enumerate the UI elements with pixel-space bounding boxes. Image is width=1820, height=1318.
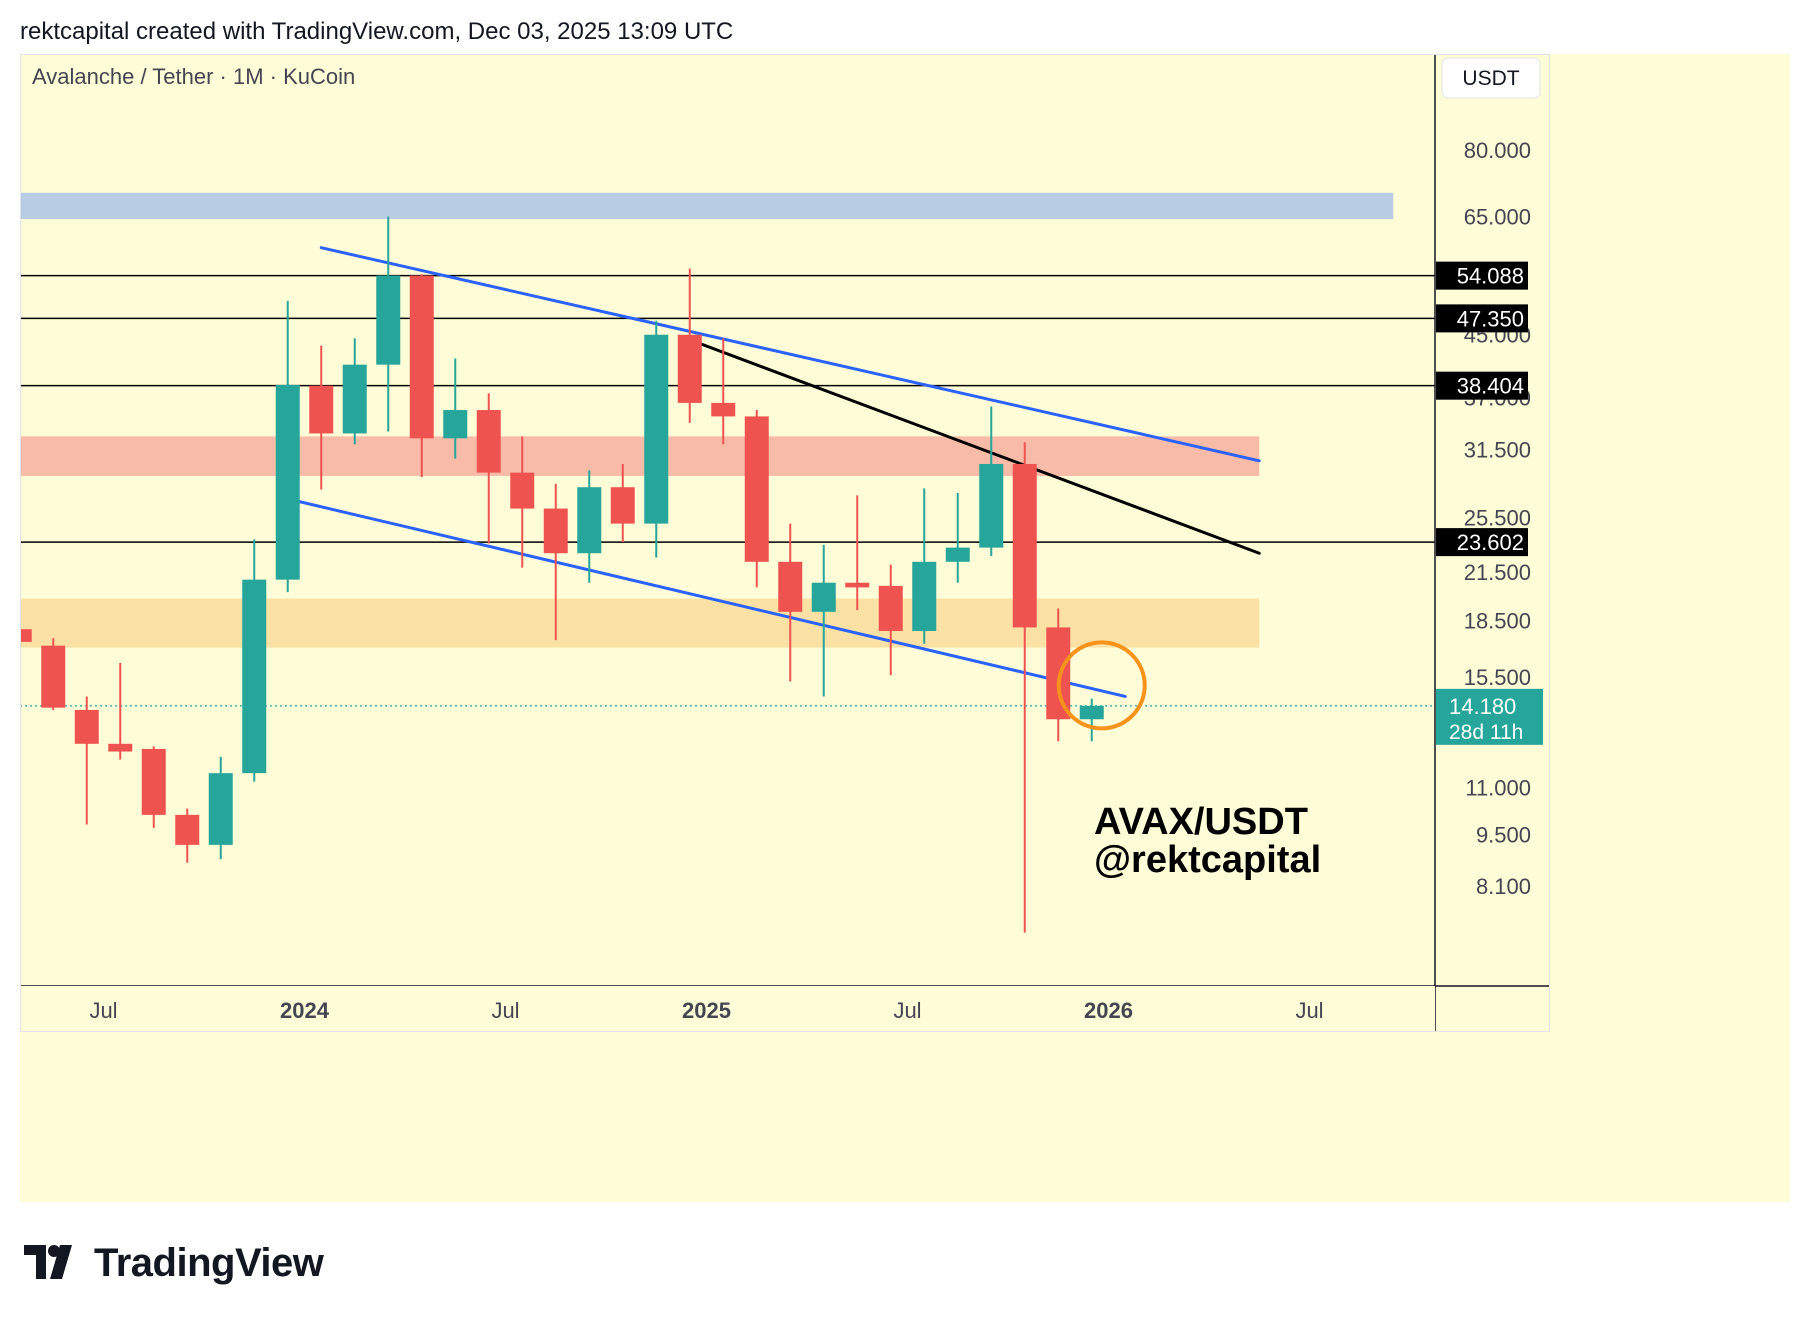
candle-body-2023-09	[175, 814, 200, 845]
y-tick-label: 15.500	[1464, 665, 1531, 690]
chart-title: Avalanche / Tether · 1M · KuCoin	[32, 64, 355, 89]
candle-body-2024-09	[577, 487, 602, 554]
candle-body-2023-12	[275, 384, 300, 580]
level-badge-38.404	[1436, 371, 1528, 400]
tradingview-brand[interactable]: TradingView	[24, 1238, 324, 1288]
y-tick-label: 25.500	[1464, 505, 1531, 530]
candle-body-2023-06	[74, 709, 99, 744]
y-tick-label: 65.000	[1464, 205, 1531, 230]
candle-body-2025-08	[945, 547, 970, 562]
candle-body-2023-07	[108, 743, 133, 752]
chart-frame: AVAX/USDT @rektcapital Avalanche / Tether…	[20, 54, 1810, 1202]
candle-body-2024-08	[543, 508, 568, 554]
candle-body-2025-04	[811, 582, 836, 612]
y-tick-label: 8.100	[1476, 874, 1531, 899]
level-badge-23.602	[1436, 528, 1528, 557]
x-tick-label: Jul	[1295, 998, 1323, 1023]
y-tick-label: 11.000	[1465, 775, 1531, 800]
candle-body-2025-02	[744, 416, 769, 562]
x-tick-label: Jul	[893, 998, 921, 1023]
candle-body-2024-06	[476, 410, 501, 473]
chart-border	[20, 54, 1550, 1032]
x-tick-label: Jul	[89, 998, 117, 1023]
time-axis-background	[20, 986, 1435, 1032]
channel-upper	[319, 246, 1261, 463]
candle-body-2025-06	[878, 585, 903, 631]
candle-body-2024-02	[342, 364, 367, 434]
red-resistance-zone	[20, 436, 1260, 476]
candle-body-2025-12	[1079, 705, 1104, 720]
currency-label: USDT	[1462, 67, 1519, 90]
watermark-author: @rektcapital	[1094, 839, 1321, 881]
channel-lower	[286, 497, 1127, 698]
y-tick-label: 9.500	[1476, 823, 1531, 848]
watermark-pair: AVAX/USDT	[1094, 801, 1308, 843]
orange-support-zone	[20, 598, 1260, 648]
candle-body-2024-03	[376, 275, 401, 365]
candle-body-2025-09	[979, 463, 1004, 548]
level-badge-label: 38.404	[1457, 374, 1524, 399]
x-tick-label: 2025	[682, 998, 731, 1023]
candle-body-2024-12	[677, 334, 702, 403]
candle-body-2025-03	[778, 561, 803, 612]
level-badge-label: 47.350	[1457, 306, 1524, 331]
last-price-label: 14.180	[1449, 694, 1516, 719]
level-badge-47.350	[1436, 304, 1528, 333]
x-tick-label: 2026	[1084, 998, 1133, 1023]
y-tick-label: 18.500	[1464, 608, 1531, 633]
candle-body-2024-11	[644, 334, 669, 524]
attribution-text: rektcapital created with TradingView.com…	[20, 18, 734, 45]
candle-body-2024-10	[610, 487, 635, 524]
y-tick-label: 80.000	[1464, 138, 1531, 163]
candle-body-2024-05	[443, 410, 468, 439]
tradingview-logo-icon	[24, 1245, 72, 1279]
last-price-badge	[1436, 688, 1543, 745]
level-badge-label: 54.088	[1457, 264, 1524, 289]
tradingview-wordmark: TradingView	[94, 1240, 324, 1285]
candle-body-2024-07	[510, 472, 535, 509]
highlight-circle	[1056, 640, 1147, 731]
level-badge-label: 23.602	[1457, 530, 1524, 555]
currency-button	[1441, 57, 1541, 99]
y-tick-label: 31.500	[1464, 437, 1531, 462]
candle-body-2024-01	[309, 385, 334, 434]
candle-body-2023-08	[141, 748, 166, 815]
y-tick-label: 21.500	[1464, 560, 1531, 585]
candle-body-2023-10	[208, 773, 233, 845]
x-tick-label: 2024	[280, 998, 330, 1023]
candle-body-2023-05	[41, 645, 66, 708]
blue-resistance-zone	[20, 192, 1394, 220]
candle-body-2024-04	[409, 275, 434, 439]
price-chart[interactable]: AVAX/USDT@rektcapital Avalanche / Tether…	[20, 54, 1810, 1202]
candle-body-2023-11	[242, 579, 267, 774]
candle-body-2025-10	[1012, 463, 1037, 628]
candle-body-2025-07	[912, 561, 937, 631]
black-downtrend	[688, 338, 1261, 555]
candle-body-2025-01	[711, 402, 736, 417]
level-badge-54.088	[1436, 261, 1528, 290]
x-tick-label: Jul	[491, 998, 519, 1023]
candle-body-2025-05	[845, 582, 870, 588]
countdown-label: 28d 11h	[1449, 721, 1523, 744]
candle-body-2023-04	[20, 629, 32, 642]
candle-body-2025-11	[1046, 627, 1071, 720]
